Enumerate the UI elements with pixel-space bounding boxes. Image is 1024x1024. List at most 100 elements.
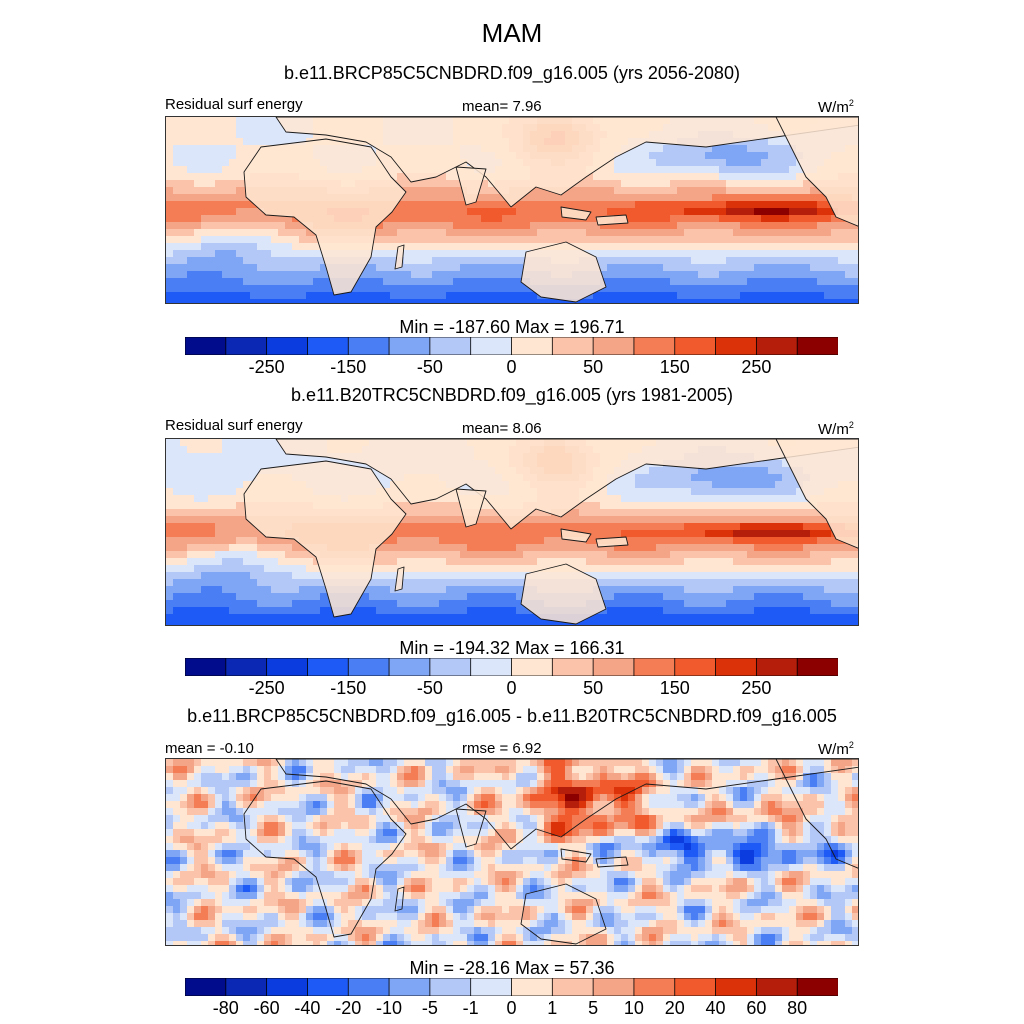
map-cell	[824, 530, 832, 538]
map-cell	[831, 271, 839, 279]
map-cell	[383, 488, 391, 496]
map-cell	[600, 551, 608, 559]
map-cell	[453, 250, 461, 258]
map-cell	[726, 481, 734, 489]
map-cell	[733, 222, 741, 230]
map-cell	[362, 299, 370, 303]
map-cell	[817, 257, 825, 265]
map-cell	[663, 544, 671, 552]
map-cell	[453, 278, 461, 286]
map-cell	[691, 516, 699, 524]
map-cell	[446, 222, 454, 230]
map-cell	[677, 586, 685, 594]
map-cell	[173, 208, 181, 216]
map-cell	[166, 593, 174, 601]
map-cell	[460, 544, 468, 552]
map-cell	[187, 187, 195, 195]
map-cell	[803, 586, 811, 594]
map-cell	[740, 257, 748, 265]
map-cell	[733, 544, 741, 552]
map-cell	[621, 299, 629, 303]
map-cell	[670, 509, 678, 517]
map-cell	[768, 565, 776, 573]
map-cell	[453, 565, 461, 573]
map-cell	[621, 243, 629, 251]
map-cell	[831, 292, 839, 300]
map-cell	[810, 565, 818, 573]
map-cell	[607, 285, 615, 293]
map-cell	[733, 201, 741, 209]
map-cell	[495, 194, 503, 202]
map-cell	[425, 257, 433, 265]
map-cell	[789, 215, 797, 223]
map-cell	[481, 222, 489, 230]
map-cell	[425, 593, 433, 601]
map-cell	[740, 250, 748, 258]
map-cell	[796, 257, 804, 265]
map-cell	[691, 299, 699, 303]
map-cell	[453, 516, 461, 524]
map-cell	[355, 299, 363, 303]
map-cell	[173, 138, 181, 146]
map-cell	[509, 278, 517, 286]
map-cell	[642, 201, 650, 209]
map-cell	[236, 215, 244, 223]
map-cell	[201, 579, 209, 587]
map-cell	[565, 194, 573, 202]
map-cell	[628, 299, 636, 303]
map-cell	[852, 257, 858, 265]
map-cell	[628, 250, 636, 258]
map-cell	[621, 530, 629, 538]
map-cell	[635, 509, 643, 517]
map-cell	[768, 166, 776, 174]
map-cell	[845, 292, 853, 300]
colorbar-swatch	[674, 337, 717, 355]
map-cell	[810, 278, 818, 286]
map-cell	[166, 516, 174, 524]
map-cell	[600, 236, 608, 244]
map-cell	[705, 236, 713, 244]
map-cell	[712, 257, 720, 265]
map-cell	[509, 285, 517, 293]
map-cell	[474, 551, 482, 559]
map-cell	[656, 537, 664, 545]
map-cell	[180, 208, 188, 216]
map-cell	[215, 488, 223, 496]
map-cell	[313, 593, 321, 601]
map-cell	[649, 145, 657, 153]
map-cell	[229, 285, 237, 293]
map-cell	[166, 138, 174, 146]
map-cell	[649, 509, 657, 517]
map-cell	[215, 446, 223, 454]
map-cell	[173, 145, 181, 153]
map-cell	[481, 285, 489, 293]
map-cell	[243, 285, 251, 293]
map-cell	[712, 467, 720, 475]
map-cell	[600, 299, 608, 303]
map-cell	[257, 544, 265, 552]
map-cell	[572, 222, 580, 230]
map-cell	[271, 593, 279, 601]
map-cell	[411, 222, 419, 230]
map-cell	[600, 516, 608, 524]
map-cell	[201, 145, 209, 153]
map-cell	[460, 579, 468, 587]
map-cell	[404, 222, 412, 230]
map-cell	[663, 152, 671, 160]
map-cell	[278, 558, 286, 566]
map-cell	[670, 264, 678, 272]
map-cell	[565, 236, 573, 244]
map-cell	[677, 467, 685, 475]
map-cell	[509, 551, 517, 559]
map-cell	[663, 285, 671, 293]
map-cell	[705, 523, 713, 531]
map-cell	[789, 166, 797, 174]
map-cell	[761, 187, 769, 195]
map-cell	[271, 299, 279, 303]
map-cell	[208, 453, 216, 461]
map-cell	[607, 271, 615, 279]
map-cell	[824, 558, 832, 566]
map-cell	[173, 166, 181, 174]
map-cell	[390, 593, 398, 601]
map-cell	[222, 530, 230, 538]
